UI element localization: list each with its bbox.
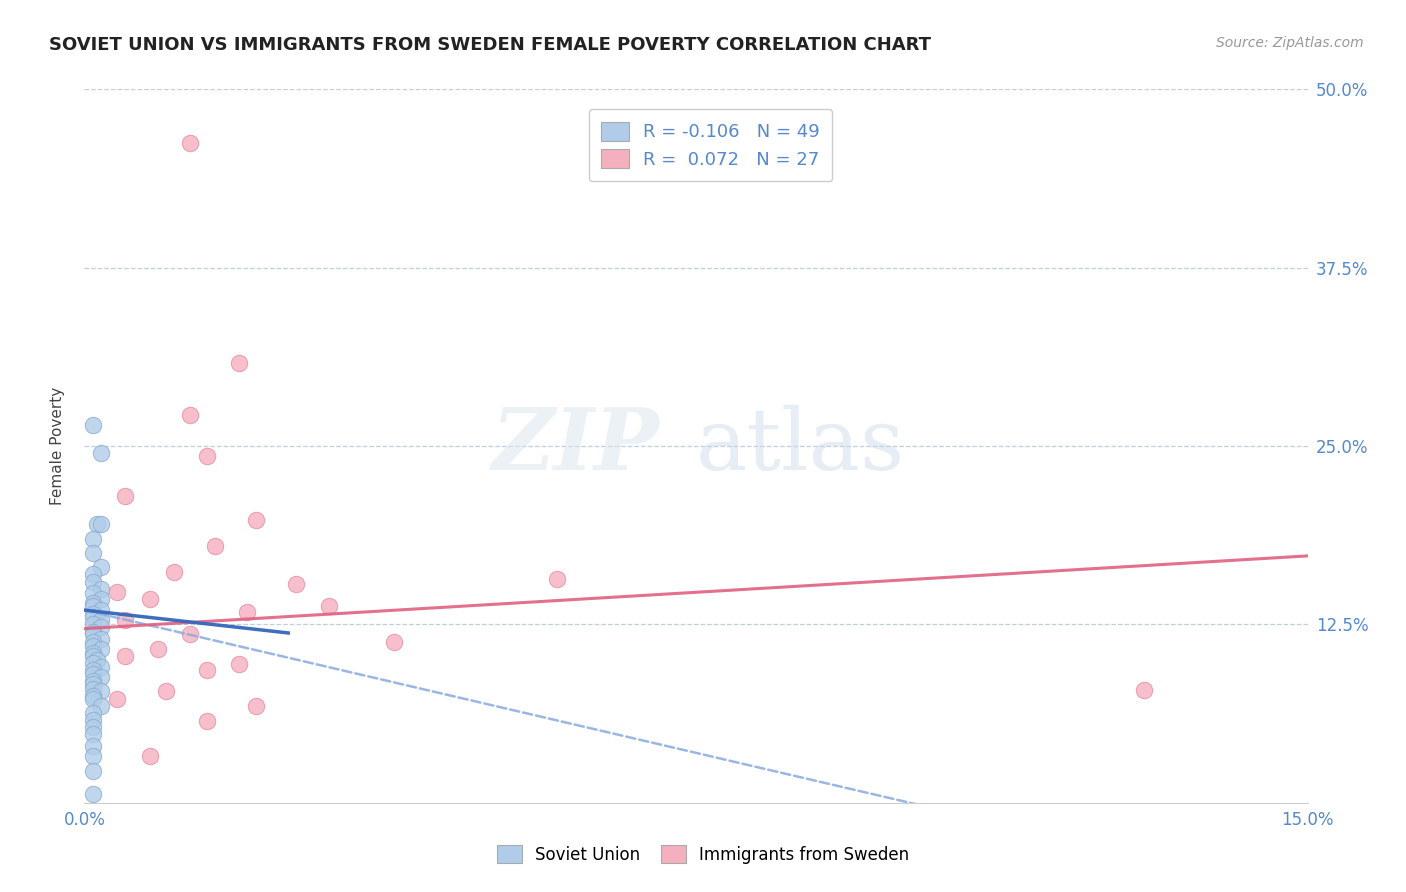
Point xyxy=(82,574,104,589)
Point xyxy=(82,787,104,801)
Point xyxy=(90,660,112,674)
Y-axis label: Female Poverty: Female Poverty xyxy=(51,387,65,505)
Point xyxy=(204,539,226,553)
Point xyxy=(1133,683,1156,698)
Point xyxy=(114,648,136,663)
Point xyxy=(105,691,128,706)
Text: ZIP: ZIP xyxy=(492,404,659,488)
Point xyxy=(146,641,169,656)
Point xyxy=(82,739,104,753)
Point xyxy=(82,748,104,763)
Point xyxy=(90,613,112,627)
Text: atlas: atlas xyxy=(696,404,905,488)
Point xyxy=(179,136,201,151)
Point xyxy=(382,634,405,648)
Point xyxy=(90,698,112,713)
Point xyxy=(82,674,104,689)
Point xyxy=(90,591,112,606)
Point xyxy=(82,624,104,639)
Point xyxy=(90,446,112,460)
Point xyxy=(82,610,104,624)
Point xyxy=(155,684,177,698)
Point xyxy=(82,656,104,670)
Point xyxy=(90,582,112,596)
Point xyxy=(82,689,104,703)
Point xyxy=(179,408,201,422)
Point xyxy=(318,599,340,613)
Point xyxy=(86,517,108,532)
Point xyxy=(105,584,128,599)
Point xyxy=(114,489,136,503)
Point xyxy=(138,591,160,606)
Point xyxy=(228,657,250,672)
Point xyxy=(82,663,104,677)
Text: Source: ZipAtlas.com: Source: ZipAtlas.com xyxy=(1216,36,1364,50)
Point xyxy=(82,713,104,727)
Point xyxy=(90,632,112,646)
Legend: Soviet Union, Immigrants from Sweden: Soviet Union, Immigrants from Sweden xyxy=(491,838,915,871)
Point xyxy=(82,634,104,648)
Point xyxy=(114,613,136,627)
Point xyxy=(82,607,104,622)
Point xyxy=(245,513,267,527)
Point xyxy=(82,586,104,600)
Point xyxy=(82,648,104,663)
Point xyxy=(195,449,218,463)
Point xyxy=(82,667,104,681)
Point xyxy=(82,646,104,660)
Point xyxy=(245,698,267,713)
Point xyxy=(90,670,112,684)
Point xyxy=(228,356,250,370)
Point xyxy=(82,677,104,691)
Point xyxy=(90,517,112,532)
Point xyxy=(138,748,160,763)
Point xyxy=(179,627,201,641)
Point xyxy=(82,546,104,560)
Point xyxy=(82,627,104,641)
Legend: R = -0.106   N = 49, R =  0.072   N = 27: R = -0.106 N = 49, R = 0.072 N = 27 xyxy=(589,109,832,181)
Point xyxy=(82,567,104,582)
Point xyxy=(82,727,104,741)
Point xyxy=(90,641,112,656)
Text: SOVIET UNION VS IMMIGRANTS FROM SWEDEN FEMALE POVERTY CORRELATION CHART: SOVIET UNION VS IMMIGRANTS FROM SWEDEN F… xyxy=(49,36,931,54)
Point xyxy=(195,714,218,729)
Point xyxy=(82,417,104,432)
Point xyxy=(163,565,186,579)
Point xyxy=(546,572,568,586)
Point xyxy=(82,764,104,779)
Point xyxy=(195,663,218,677)
Point xyxy=(82,617,104,632)
Point xyxy=(86,653,108,667)
Point xyxy=(82,681,104,696)
Point xyxy=(285,577,308,591)
Point xyxy=(236,605,259,619)
Point xyxy=(82,596,104,610)
Point xyxy=(82,706,104,720)
Point xyxy=(82,720,104,734)
Point xyxy=(90,603,112,617)
Point xyxy=(82,532,104,546)
Point xyxy=(82,599,104,613)
Point xyxy=(90,684,112,698)
Point xyxy=(82,639,104,653)
Point xyxy=(90,620,112,634)
Point xyxy=(90,560,112,574)
Point xyxy=(82,691,104,706)
